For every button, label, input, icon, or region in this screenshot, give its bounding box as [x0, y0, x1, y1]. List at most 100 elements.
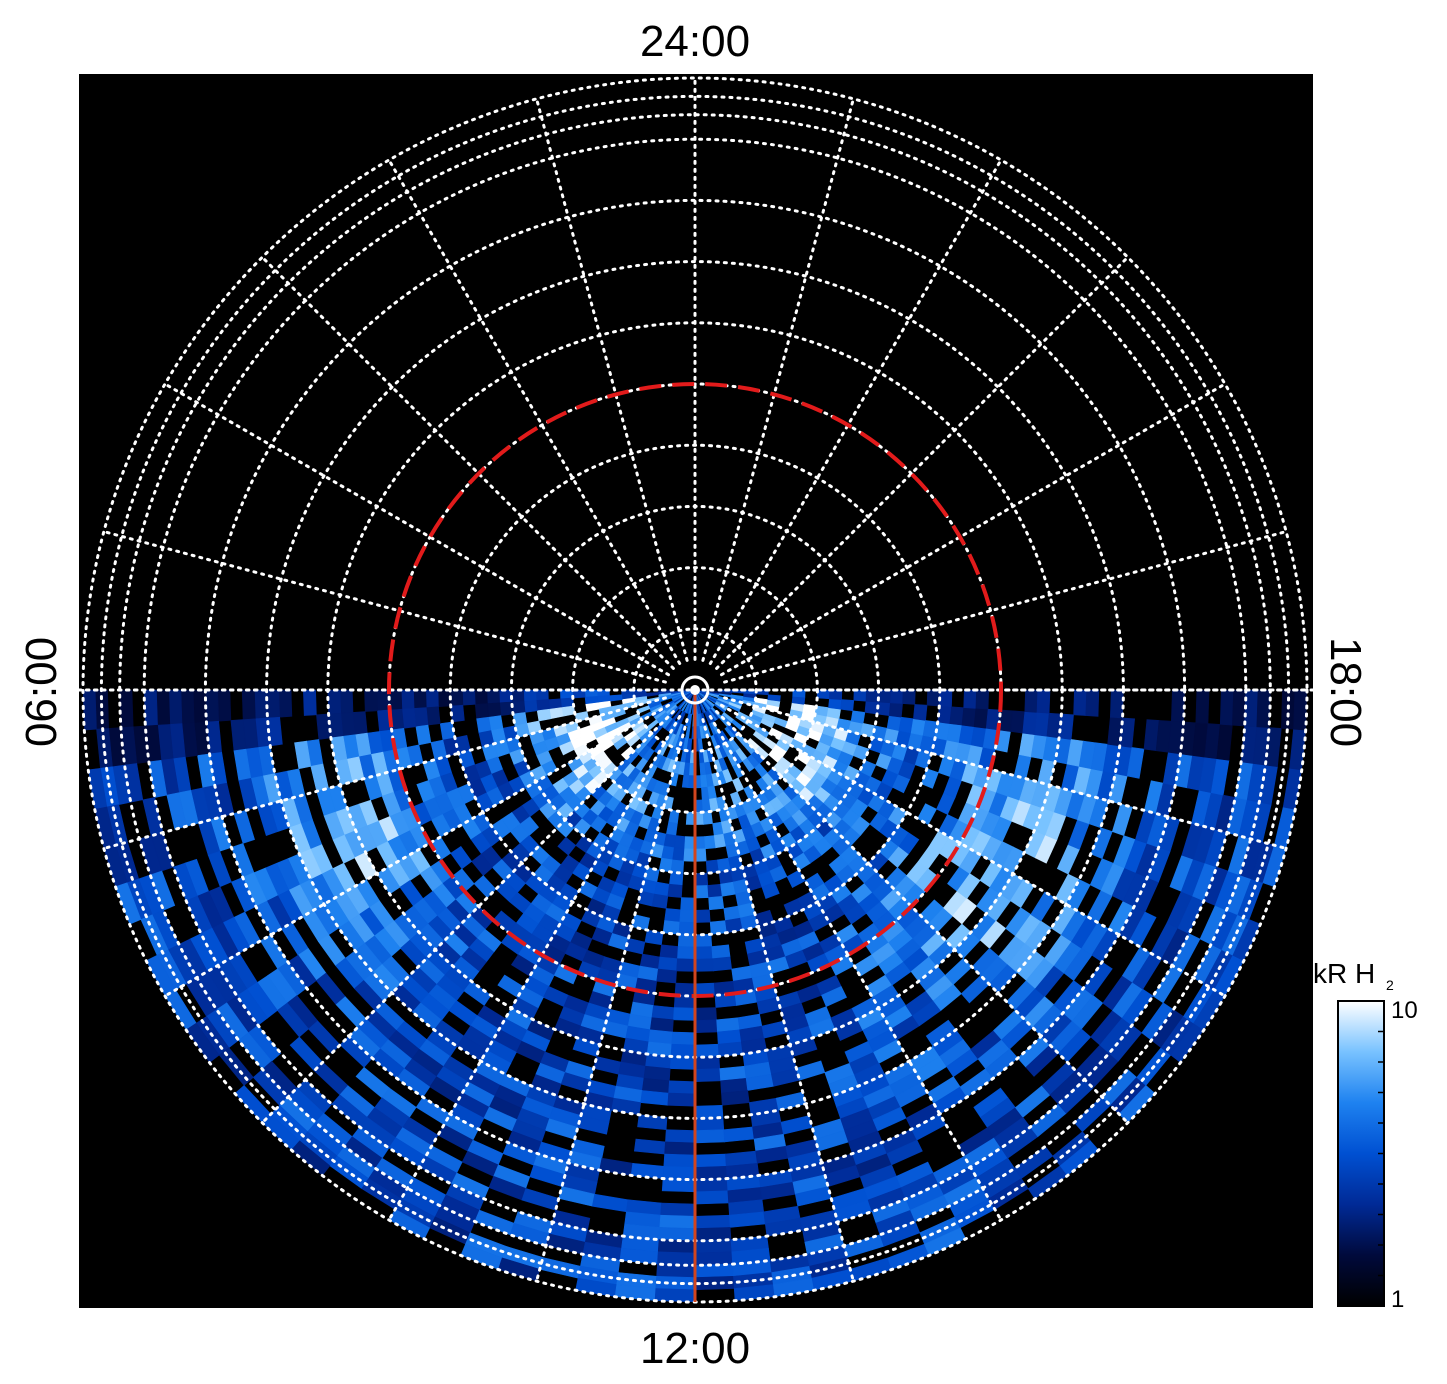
emission-cell — [694, 885, 709, 899]
emission-cell — [667, 883, 683, 898]
emission-cell — [694, 1056, 721, 1070]
emission-cell — [1170, 689, 1185, 723]
emission-cell — [671, 1031, 696, 1046]
emission-cell — [711, 944, 731, 960]
emission-cell — [913, 704, 928, 721]
emission-cell — [840, 699, 855, 712]
emission-cell — [876, 701, 891, 716]
emission-cell — [717, 1041, 744, 1057]
emission-cell — [217, 689, 232, 722]
emission-cell — [425, 706, 441, 726]
emission-cell — [975, 689, 990, 710]
emission-cell — [523, 689, 537, 702]
emission-cell — [536, 708, 552, 722]
emission-cell — [926, 689, 941, 707]
emission-cell — [963, 689, 977, 709]
emission-cell — [865, 689, 879, 703]
emission-cell — [707, 883, 723, 898]
emission-cell — [415, 724, 432, 746]
colorbar-max-label: 10 — [1391, 997, 1418, 1024]
emission-cell — [664, 1141, 696, 1156]
emission-cell — [676, 958, 696, 972]
local-time-label-right: 18:00 — [1321, 637, 1370, 747]
emission-cell — [437, 689, 452, 708]
emission-cell — [302, 689, 317, 716]
emission-cell — [670, 1043, 696, 1058]
emission-cell — [669, 1056, 696, 1070]
emission-cell — [462, 689, 476, 706]
emission-cell — [1010, 710, 1026, 734]
emission-cell — [657, 1239, 696, 1254]
emission-cell — [659, 944, 679, 960]
emission-cell — [694, 1165, 728, 1180]
emission-cell — [364, 689, 378, 712]
emission-cell — [938, 689, 953, 708]
emission-cell — [498, 689, 513, 704]
emission-cell — [723, 1126, 755, 1143]
emission-cell — [684, 836, 696, 850]
emission-cell — [316, 713, 332, 740]
emission-cell — [708, 895, 725, 911]
emission-cell — [523, 700, 538, 713]
emission-cell — [230, 719, 247, 752]
emission-cell — [640, 1090, 669, 1106]
emission-cell — [180, 689, 195, 724]
emission-cell — [664, 908, 681, 923]
emission-cell — [704, 835, 717, 850]
emission-cell — [694, 1239, 733, 1254]
emission-cell — [413, 707, 429, 728]
emission-cell — [681, 774, 690, 789]
colorbar-title: kR H — [1313, 958, 1375, 989]
emission-cell — [694, 909, 711, 923]
emission-cell — [694, 933, 713, 948]
emission-cell — [694, 1214, 731, 1229]
emission-cell — [1232, 689, 1247, 727]
emission-cell — [673, 835, 686, 850]
emission-cell — [721, 1090, 750, 1106]
emission-cell — [850, 710, 866, 724]
colorbar: kR H 2 10 1 — [1313, 958, 1418, 1313]
emission-cell — [476, 716, 492, 734]
emission-cell — [683, 848, 696, 862]
emission-cell — [864, 700, 879, 715]
emission-cell — [327, 689, 342, 715]
emission-cell — [535, 699, 550, 712]
emission-cell — [791, 696, 806, 705]
emission-cell — [668, 1080, 696, 1095]
emission-cell — [665, 1129, 696, 1144]
emission-cell — [613, 737, 628, 751]
emission-cell — [949, 706, 965, 726]
emission-cell — [694, 946, 713, 960]
emission-cell — [661, 845, 675, 861]
emission-cell — [973, 708, 989, 729]
emission-cell — [1085, 689, 1100, 717]
emission-cell — [474, 703, 490, 720]
emission-cell — [1195, 689, 1210, 724]
local-time-label-top: 24:00 — [640, 17, 750, 66]
emission-cell — [662, 1165, 696, 1180]
emission-cell — [680, 897, 696, 911]
emission-cell — [694, 1068, 721, 1083]
emission-cell — [694, 1129, 725, 1144]
emission-cell — [1219, 689, 1234, 726]
emission-cell — [767, 694, 781, 702]
emission-cell — [659, 1214, 696, 1229]
emission-cell — [694, 848, 707, 862]
emission-cell — [670, 859, 685, 874]
emission-cell — [694, 1190, 729, 1205]
emission-cell — [633, 1138, 666, 1155]
colorbar-title-subscript: 2 — [1386, 977, 1394, 993]
emission-cell — [400, 689, 415, 710]
emission-cell — [278, 689, 293, 718]
emission-cell — [672, 847, 685, 862]
emission-cell — [702, 811, 713, 825]
emission-cell — [677, 933, 696, 948]
emission-cell — [679, 909, 696, 923]
emission-cell — [254, 689, 268, 720]
emission-cell — [511, 689, 525, 703]
emission-cell — [401, 708, 417, 729]
emission-cell — [656, 968, 677, 984]
emission-cell — [677, 946, 696, 960]
emission-cell — [669, 871, 684, 886]
